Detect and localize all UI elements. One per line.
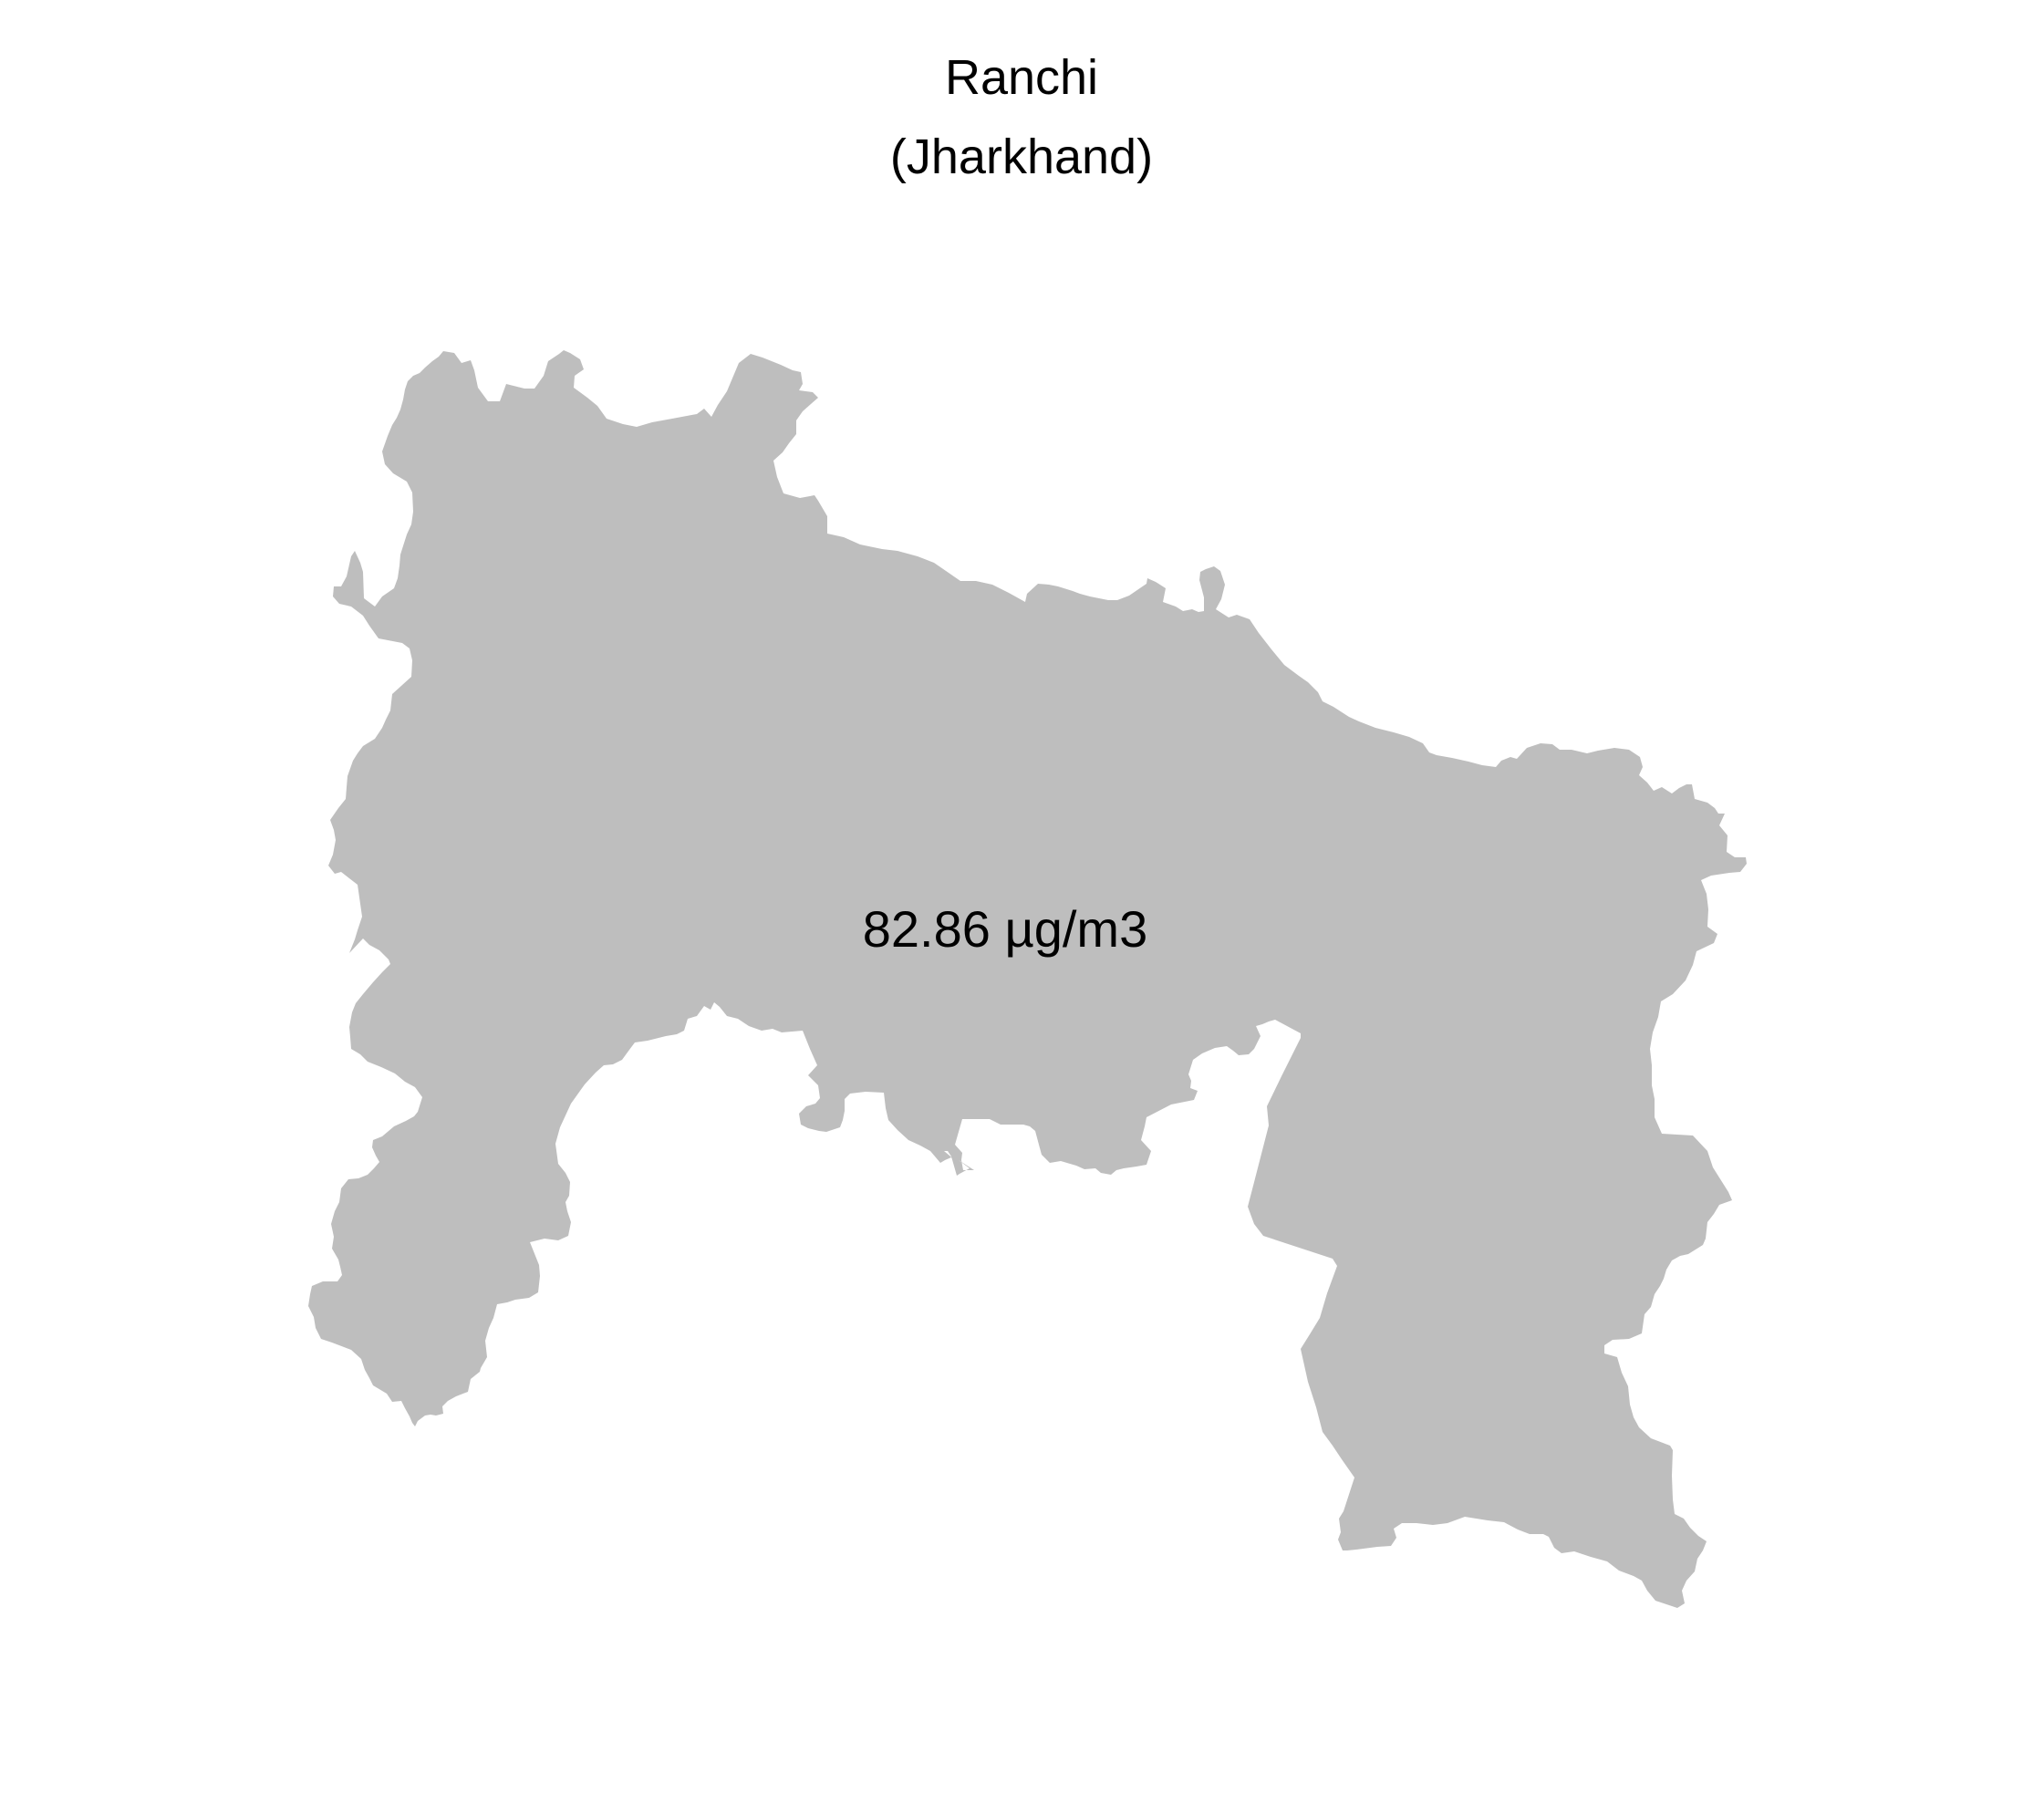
ranchi-district-shape xyxy=(308,350,1747,1608)
map-title: Ranchi xyxy=(945,50,1098,105)
map-subtitle: (Jharkhand) xyxy=(890,130,1153,184)
pollution-value-label: 82.86 µg/m3 xyxy=(863,900,1147,958)
